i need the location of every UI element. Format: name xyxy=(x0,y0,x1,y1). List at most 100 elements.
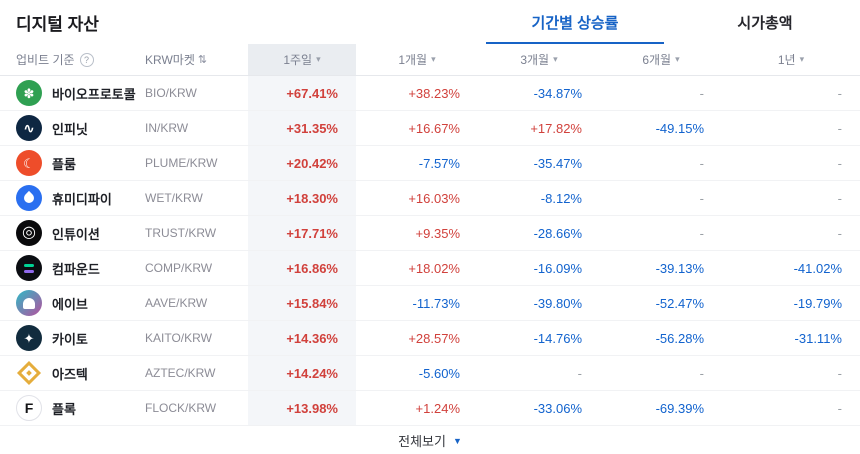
change-3month: -16.09% xyxy=(533,260,582,276)
change-1year: - xyxy=(837,400,842,416)
change-1week: +20.42% xyxy=(248,146,356,180)
coin-name: 에이브 xyxy=(52,296,88,312)
change-3month: -28.66% xyxy=(533,225,582,241)
sort-caret-icon: ▾ xyxy=(675,54,680,64)
change-1month: +16.67% xyxy=(408,120,460,136)
coin-pair: TRUST/KRW xyxy=(145,226,217,240)
humidifi-icon xyxy=(16,185,42,211)
asset-cell: 휴미디파이 xyxy=(0,181,145,215)
plume-icon: ☾ xyxy=(16,150,42,176)
aztec-icon xyxy=(16,360,42,386)
coin-glyph: ✦ xyxy=(23,330,35,346)
change-1year: - xyxy=(837,365,842,381)
sort-caret-icon: ▾ xyxy=(431,54,436,64)
coin-pair: IN/KRW xyxy=(145,121,189,135)
table-body: ✽ 바이오프로토콜 BIO/KRW +67.41% +38.23% -34.87% - - ∿ 인… xyxy=(0,76,860,426)
change-6month: - xyxy=(699,85,704,101)
asset-cell: ◎ 인튜이션 xyxy=(0,216,145,250)
change-3month: -8.12% xyxy=(540,190,582,206)
column-header-3month[interactable]: 3개월 ▾ xyxy=(478,44,600,75)
coin-pair: BIO/KRW xyxy=(145,86,197,100)
table-row[interactable]: ✽ 바이오프로토콜 BIO/KRW +67.41% +38.23% -34.87% - - xyxy=(0,76,860,111)
infinit-icon: ∿ xyxy=(16,115,42,141)
coin-name: 아즈텍 xyxy=(52,366,88,382)
table-header: 업비트 기준 ? KRW마켓 ⇅ 1주일 ▾ 1개월 ▾ 3개월 ▾ 6개월 ▾ 1년 ▾ xyxy=(0,44,860,76)
coin-pair: AZTEC/KRW xyxy=(145,366,216,380)
tab-period-change[interactable]: 기간별 상승률 xyxy=(480,0,670,44)
table-row[interactable]: ☾ 플룸 PLUME/KRW +20.42% -7.57% -35.47% - - xyxy=(0,146,860,181)
column-header-1month[interactable]: 1개월 ▾ xyxy=(356,44,478,75)
change-1month: +9.35% xyxy=(415,225,460,241)
asset-cell: ∿ 인피닛 xyxy=(0,111,145,145)
table-row[interactable]: 아즈텍 AZTEC/KRW +14.24% -5.60% - - - xyxy=(0,356,860,391)
change-1month: +28.57% xyxy=(408,330,460,346)
coin-name: 카이토 xyxy=(52,331,88,347)
change-1year: -19.79% xyxy=(793,295,842,311)
intuition-icon: ◎ xyxy=(16,220,42,246)
sort-caret-icon: ▾ xyxy=(553,54,558,64)
coin-pair: WET/KRW xyxy=(145,191,203,205)
column-header-market[interactable]: KRW마켓 ⇅ xyxy=(145,44,248,75)
change-1year: - xyxy=(837,155,842,171)
tab-bar: 기간별 상승률 시가총액 xyxy=(480,0,860,44)
column-label: KRW마켓 xyxy=(145,53,195,67)
change-1week: +31.35% xyxy=(248,111,356,145)
view-all-button[interactable]: 전체보기 ▼ xyxy=(0,426,860,454)
help-icon[interactable]: ? xyxy=(79,52,94,67)
change-6month: -52.47% xyxy=(655,295,704,311)
change-1year: - xyxy=(837,225,842,241)
change-6month: - xyxy=(699,190,704,206)
table-row[interactable]: 에이브 AAVE/KRW +15.84% -11.73% -39.80% -52.47% -… xyxy=(0,286,860,321)
asset-cell: 컴파운드 xyxy=(0,251,145,285)
table-row[interactable]: ✦ 카이토 KAITO/KRW +14.36% +28.57% -14.76% -56.28… xyxy=(0,321,860,356)
change-3month: -33.06% xyxy=(533,400,582,416)
coin-glyph: ☾ xyxy=(23,155,35,171)
coin-glyph: ◎ xyxy=(22,224,36,241)
sort-updown-icon: ⇅ xyxy=(197,54,208,66)
change-1month: +16.03% xyxy=(408,190,460,206)
change-3month: +17.82% xyxy=(530,120,582,136)
change-1week: +13.98% xyxy=(248,391,356,425)
column-header-1week[interactable]: 1주일 ▾ xyxy=(248,44,356,75)
coin-pair: KAITO/KRW xyxy=(145,331,212,345)
page-title: 디지털 자산 xyxy=(16,14,99,34)
change-6month: - xyxy=(699,155,704,171)
coin-glyph: ∿ xyxy=(23,120,35,136)
column-label: 3개월 xyxy=(520,53,550,67)
change-1month: -7.57% xyxy=(418,155,460,171)
change-3month: -14.76% xyxy=(533,330,582,346)
table-row[interactable]: 컴파운드 COMP/KRW +16.86% +18.02% -16.09% -39.13%… xyxy=(0,251,860,286)
column-header-6month[interactable]: 6개월 ▾ xyxy=(600,44,722,75)
sort-caret-icon: ▾ xyxy=(799,54,805,64)
coin-pair: PLUME/KRW xyxy=(145,156,218,170)
table-row[interactable]: ∿ 인피닛 IN/KRW +31.35% +16.67% +17.82% -49.15% - xyxy=(0,111,860,146)
change-1week: +17.71% xyxy=(248,216,356,250)
column-label: 1주일 xyxy=(283,53,313,67)
top-bar: 디지털 자산 기간별 상승률 시가총액 xyxy=(0,0,860,44)
change-6month: -49.15% xyxy=(655,120,704,136)
table-row[interactable]: 휴미디파이 WET/KRW +18.30% +16.03% -8.12% - - xyxy=(0,181,860,216)
change-1year: -31.11% xyxy=(794,330,842,346)
bio-protocol-icon: ✽ xyxy=(16,80,42,106)
view-all-label: 전체보기 xyxy=(398,433,446,449)
table-row[interactable]: F 플록 FLOCK/KRW +13.98% +1.24% -33.06% -69.39% - xyxy=(0,391,860,426)
change-1month: +18.02% xyxy=(408,260,460,276)
sort-caret-icon: ▾ xyxy=(316,54,321,64)
change-1year: - xyxy=(837,120,842,136)
aave-icon xyxy=(16,290,42,316)
kaito-icon: ✦ xyxy=(16,325,42,351)
tab-market-cap[interactable]: 시가총액 xyxy=(737,14,793,32)
column-label: 업비트 기준 xyxy=(16,53,75,67)
coin-name: 휴미디파이 xyxy=(52,191,112,207)
change-1week: +14.36% xyxy=(248,321,356,355)
column-header-1year[interactable]: 1년 ▾ xyxy=(722,44,860,75)
table-row[interactable]: ◎ 인튜이션 TRUST/KRW +17.71% +9.35% -28.66% - - xyxy=(0,216,860,251)
column-header-asset: 업비트 기준 ? xyxy=(0,44,145,75)
chevron-down-icon: ▼ xyxy=(452,435,462,446)
change-6month: -39.13% xyxy=(655,260,704,276)
coin-pair: FLOCK/KRW xyxy=(145,401,217,415)
coin-name: 컴파운드 xyxy=(52,261,100,277)
change-1month: -11.73% xyxy=(412,295,460,311)
column-label: 6개월 xyxy=(642,53,672,67)
